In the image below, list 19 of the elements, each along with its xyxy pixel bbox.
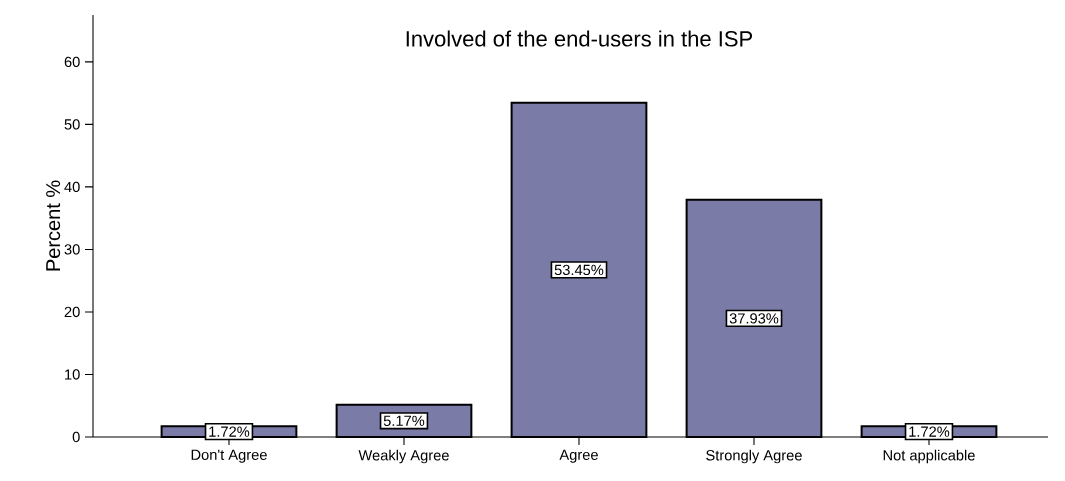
x-tick-label: Weakly Agree <box>358 449 449 464</box>
y-tick-label: 40 <box>64 181 80 193</box>
y-tick-label: 10 <box>65 369 80 380</box>
data-label: 5.17% <box>383 415 425 426</box>
data-label: 37.93% <box>729 313 779 324</box>
y-tick-label: 50 <box>64 119 80 130</box>
data-label: 53.45% <box>554 264 604 276</box>
y-tick-label: 20 <box>64 306 80 318</box>
data-label: 1.72% <box>909 426 950 437</box>
data-label: 1.72% <box>209 426 250 437</box>
y-axis-title: Percent % <box>46 180 61 271</box>
x-tick-label: Agree <box>559 449 598 463</box>
x-tick-label: Not applicable <box>883 449 975 464</box>
x-tick-label: Don't Agree <box>191 449 267 463</box>
y-tick-label: 60 <box>64 56 80 68</box>
y-tick-label: 0 <box>72 431 80 443</box>
x-tick-label: Strongly Agree <box>706 449 802 464</box>
text: Involved of the end-users in the ISP <box>406 30 753 47</box>
y-tick-label: 30 <box>64 244 80 255</box>
